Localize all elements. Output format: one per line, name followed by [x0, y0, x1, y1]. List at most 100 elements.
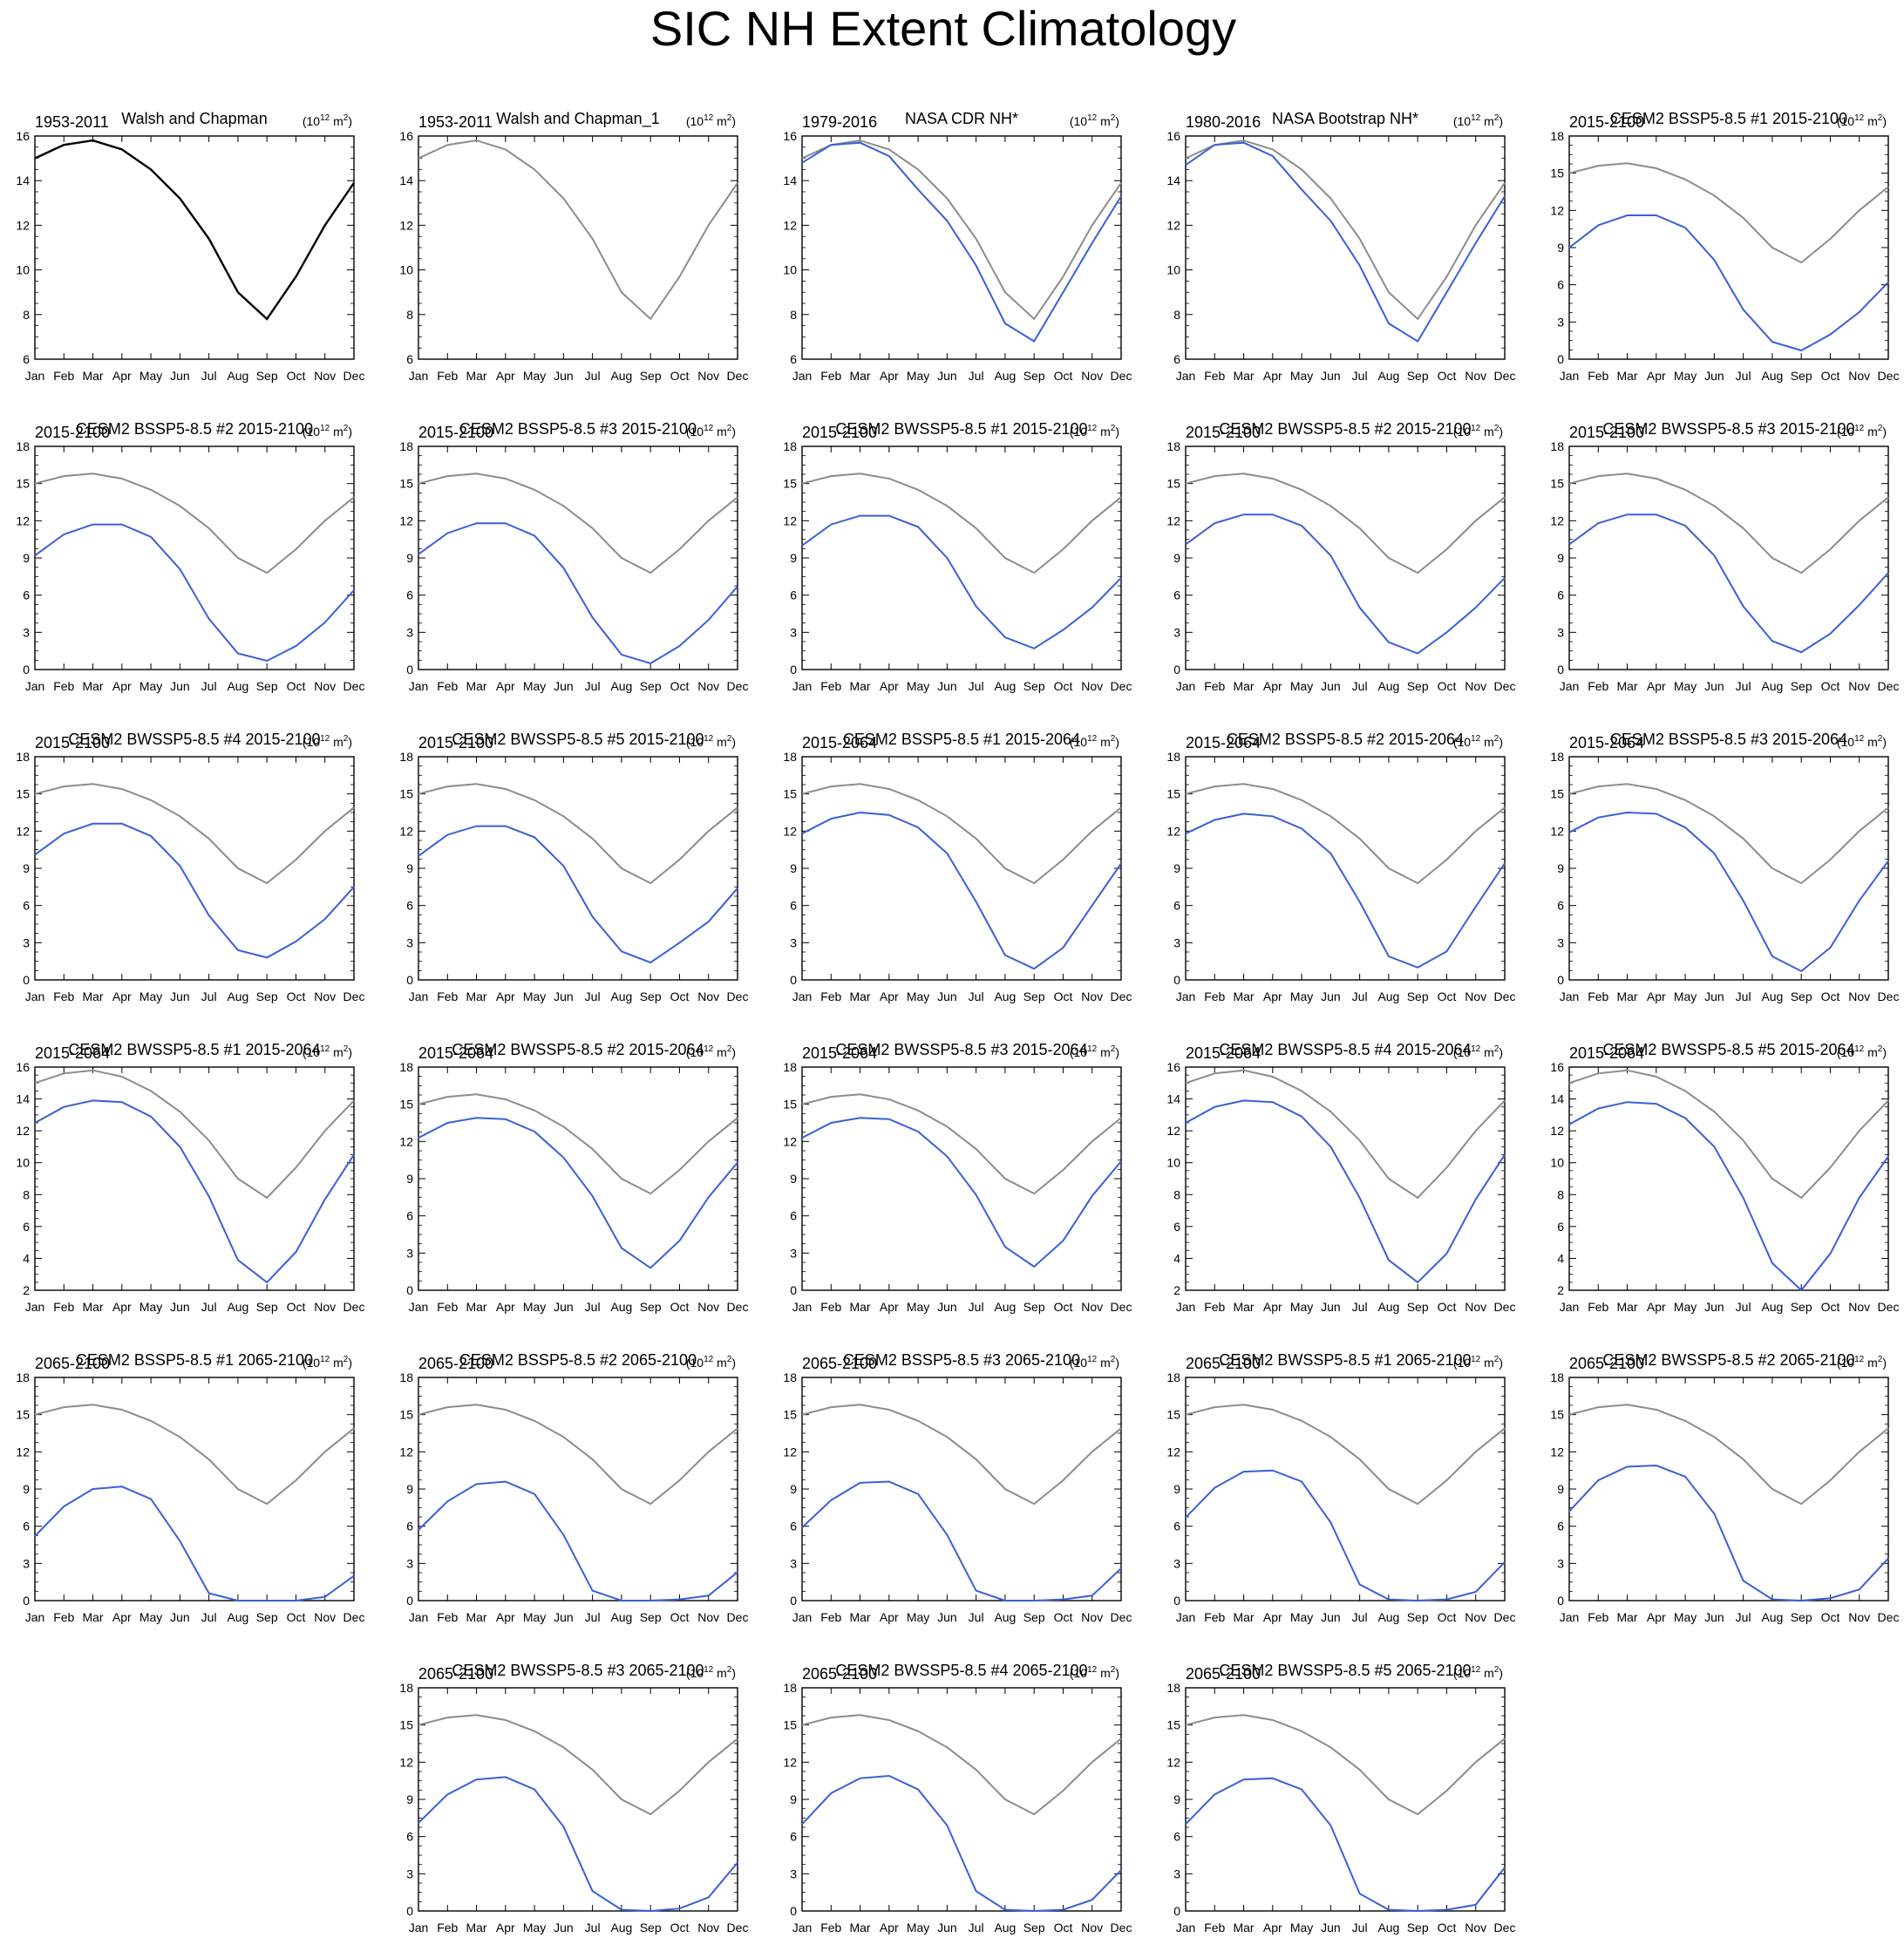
- x-tick-label: Jul: [969, 989, 984, 1003]
- y-tick-label: 3: [406, 1867, 413, 1880]
- x-tick-label: Aug: [1377, 1300, 1399, 1314]
- x-tick-label: Jan: [792, 679, 813, 693]
- y-tick-label: 3: [23, 935, 30, 949]
- panel-center-title: CESM2 BWSSP5-8.5 #1 2065-2100: [1219, 1351, 1471, 1369]
- y-tick-label: 16: [399, 129, 413, 143]
- y-tick-label: 15: [399, 1098, 413, 1112]
- data-series-line: [1185, 813, 1506, 969]
- panel-left-title: 2015-2064: [802, 1044, 877, 1062]
- x-tick-label: Dec: [1494, 1921, 1516, 1935]
- x-tick-label: Sep: [256, 679, 278, 693]
- y-tick-label: 9: [406, 861, 413, 875]
- x-tick-label: May: [907, 1610, 929, 1624]
- x-tick-label: Oct: [670, 1300, 690, 1314]
- x-tick-label: Nov: [1465, 989, 1486, 1003]
- y-tick-label: 12: [783, 1445, 797, 1459]
- x-tick-label: Jul: [201, 1300, 217, 1314]
- x-tick-label: Dec: [1878, 1610, 1900, 1624]
- y-tick-label: 8: [23, 1187, 30, 1201]
- x-tick-label: Oct: [1438, 369, 1457, 383]
- x-tick-label: Jul: [1736, 1300, 1751, 1314]
- y-tick-label: 18: [16, 1370, 30, 1384]
- y-tick-label: 18: [1166, 1681, 1180, 1695]
- x-tick-label: Jul: [1352, 369, 1368, 383]
- x-tick-label: May: [139, 1610, 162, 1624]
- y-tick-label: 9: [1173, 551, 1180, 565]
- x-tick-label: May: [907, 1921, 929, 1935]
- panel-center-title: CESM2 BSSP5-8.5 #2 2015-2100: [76, 420, 313, 438]
- chart-panel-7: Jan Feb Mar Apr May Jun Jul Aug Sep Oct Nov Dec 0 3 6 9…: [399, 420, 748, 693]
- x-tick-label: May: [523, 679, 546, 693]
- data-series-line: [418, 1776, 738, 1913]
- x-tick-label: Feb: [820, 989, 841, 1003]
- y-tick-label: 9: [1557, 861, 1564, 875]
- x-tick-label: Mar: [849, 1921, 870, 1935]
- reference-series-line: [34, 473, 355, 575]
- x-tick-label: Oct: [1438, 1300, 1457, 1314]
- data-series-line: [801, 1480, 1122, 1601]
- x-tick-label: May: [523, 1300, 546, 1314]
- x-tick-label: Sep: [1791, 1610, 1812, 1624]
- x-tick-label: Nov: [1465, 369, 1486, 383]
- y-tick-label: 12: [1550, 824, 1564, 838]
- y-tick-label: 18: [399, 750, 413, 764]
- panel-left-title: 2015-2100: [802, 424, 877, 441]
- x-tick-label: Dec: [1494, 369, 1516, 383]
- chart-panel-2: Jan Feb Mar Apr May Jun Jul Aug Sep Oct Nov Dec 6 8 10…: [399, 110, 748, 383]
- y-tick-label: 9: [790, 1792, 797, 1806]
- x-tick-label: Jul: [201, 1610, 217, 1624]
- x-tick-label: Apr: [1263, 679, 1282, 693]
- y-tick-label: 6: [406, 588, 413, 602]
- y-tick-label: 12: [783, 1755, 797, 1769]
- chart-panel-17: Jan Feb Mar Apr May Jun Jul Aug Sep Oct Nov Dec 0 3 6 9…: [399, 1041, 748, 1314]
- y-tick-label: 6: [1557, 899, 1564, 913]
- panel-center-title: CESM2 BWSSP5-8.5 #4 2015-2064: [1219, 1041, 1471, 1058]
- panel-units-label: (1012 m2): [1453, 424, 1503, 439]
- y-tick-label: 9: [406, 1172, 413, 1186]
- panel-center-title: CESM2 BSSP5-8.5 #3 2015-2064: [1610, 731, 1847, 748]
- y-tick-label: 3: [406, 1246, 413, 1260]
- x-tick-label: Apr: [1647, 1610, 1666, 1624]
- data-series-line: [418, 1117, 738, 1269]
- y-tick-label: 6: [406, 1209, 413, 1223]
- x-tick-label: Nov: [697, 369, 719, 383]
- panel-units-label: (1012 m2): [1070, 1665, 1119, 1680]
- y-tick-label: 3: [406, 1556, 413, 1570]
- y-tick-label: 15: [1166, 477, 1180, 491]
- y-tick-label: 2: [1557, 1283, 1564, 1297]
- panel-left-title: 1979-2016: [802, 113, 877, 131]
- reference-series-line: [418, 1093, 738, 1195]
- x-tick-label: Nov: [1465, 679, 1486, 693]
- x-tick-label: Feb: [437, 1610, 458, 1624]
- panel-units-label: (1012 m2): [1070, 1044, 1119, 1059]
- y-tick-label: 9: [406, 1482, 413, 1496]
- panel-units-label: (1012 m2): [303, 424, 352, 439]
- x-tick-label: Oct: [670, 1610, 690, 1624]
- x-tick-label: Jun: [1704, 369, 1724, 383]
- y-tick-label: 0: [406, 663, 413, 677]
- y-tick-label: 3: [1557, 315, 1564, 329]
- data-series-line: [34, 523, 355, 663]
- y-tick-label: 12: [1166, 513, 1180, 527]
- x-tick-label: Dec: [1111, 1300, 1132, 1314]
- data-series-line: [418, 139, 738, 321]
- x-tick-label: Jun: [937, 369, 957, 383]
- x-tick-label: May: [523, 989, 546, 1003]
- y-tick-label: 6: [1173, 1220, 1180, 1234]
- y-tick-label: 4: [1173, 1251, 1180, 1265]
- panel-left-title: 2015-2100: [35, 734, 110, 751]
- data-series-line: [34, 1486, 355, 1601]
- x-tick-label: May: [907, 989, 929, 1003]
- panel-center-title: CESM2 BSSP5-8.5 #1 2065-2100: [76, 1351, 313, 1369]
- data-series-line: [34, 139, 355, 321]
- reference-series-line: [801, 1714, 1122, 1816]
- y-tick-label: 0: [790, 1904, 797, 1918]
- y-tick-label: 12: [16, 1124, 30, 1138]
- y-tick-label: 18: [399, 1060, 413, 1074]
- y-tick-label: 10: [1166, 1156, 1180, 1170]
- x-tick-label: May: [1674, 679, 1697, 693]
- y-tick-label: 9: [23, 861, 30, 875]
- x-tick-label: Mar: [849, 1610, 870, 1624]
- x-tick-label: Dec: [1878, 989, 1900, 1003]
- x-tick-label: Jan: [25, 369, 45, 383]
